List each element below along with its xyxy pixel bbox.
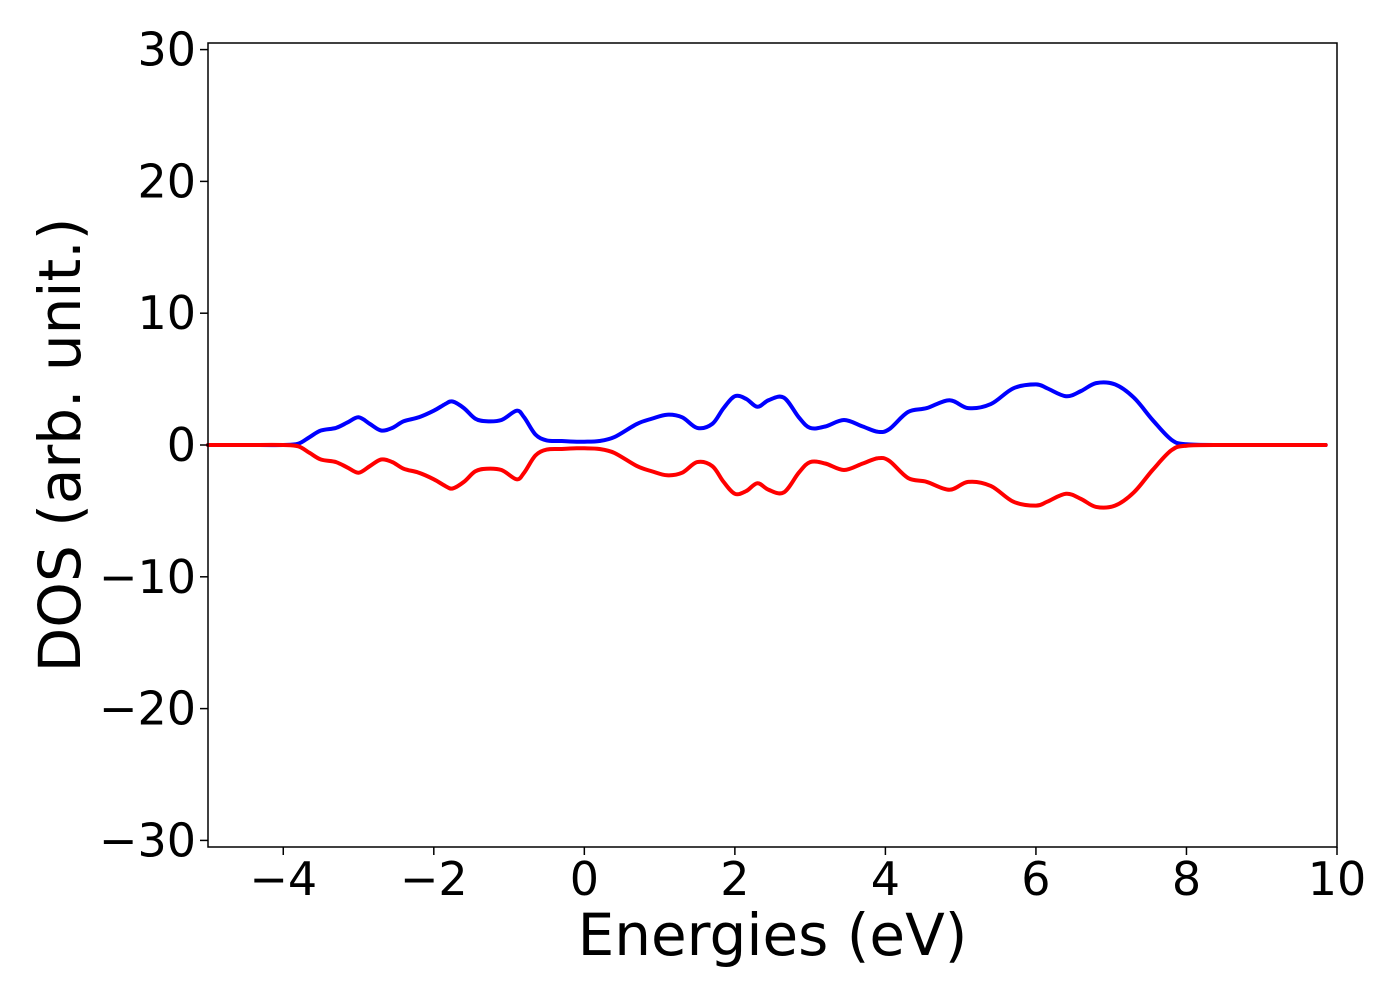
x-tick-label: −2 xyxy=(400,852,468,906)
x-tick-label: 0 xyxy=(570,852,599,906)
y-tick-label: 10 xyxy=(137,286,196,340)
x-tick-label: 8 xyxy=(1172,852,1201,906)
x-tick-label: 4 xyxy=(871,852,900,906)
y-tick-label: −10 xyxy=(99,550,196,604)
y-axis-label: DOS (arb. unit.) xyxy=(26,218,94,673)
y-tick-label: 20 xyxy=(137,154,196,208)
x-axis-label: Energies (eV) xyxy=(578,901,968,969)
x-tick-label: 10 xyxy=(1308,852,1367,906)
series-line-1 xyxy=(206,442,1328,510)
x-tick-label: −4 xyxy=(249,852,317,906)
plot-frame xyxy=(207,42,1338,848)
y-tick-label: −20 xyxy=(99,682,196,736)
y-tick-label: 0 xyxy=(167,418,196,472)
x-tick-label: 2 xyxy=(720,852,749,906)
y-tick-label: 30 xyxy=(137,23,196,77)
y-axis-ticks: 30 20 10 0 −10 −20 −30 xyxy=(99,23,208,867)
x-axis-ticks: −4 −2 0 2 4 6 8 10 xyxy=(249,847,1366,906)
y-tick-label: −30 xyxy=(99,813,196,867)
series-line-0 xyxy=(206,380,1328,448)
series-layer xyxy=(206,380,1328,510)
x-tick-label: 6 xyxy=(1021,852,1050,906)
